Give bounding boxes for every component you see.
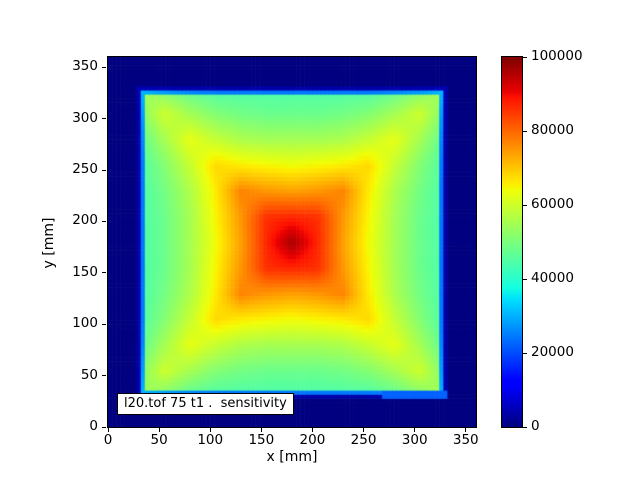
colorbar-tick-mark [523,130,527,132]
colorbar-tick-label: 20000 [531,344,574,360]
x-tick-mark [107,428,109,432]
x-tick-label: 300 [401,432,428,448]
y-tick-label: 350 [72,58,98,75]
x-tick-label: 100 [197,432,224,448]
y-tick-label: 0 [89,418,98,434]
x-tick-label: 0 [103,432,113,448]
colorbar-tick-mark [523,352,527,354]
x-tick-mark [158,428,160,432]
y-tick-mark [102,426,106,428]
x-tick-mark [465,428,467,432]
colorbar-tick-mark [523,56,527,58]
y-tick-label: 50 [80,366,98,383]
y-tick-mark [102,118,106,120]
colorbar-tick-label: 40000 [531,270,574,286]
x-tick-label: 350 [452,432,479,448]
heatmap-canvas [108,57,476,427]
y-tick-mark [102,272,106,274]
x-tick-label: 250 [350,432,377,448]
x-tick-mark [260,428,262,432]
colorbar-tick-mark [523,278,527,280]
y-tick-label: 250 [72,161,98,178]
plot-area [107,56,477,428]
y-tick-mark [102,220,106,222]
x-tick-mark [363,428,365,432]
x-tick-label: 150 [248,432,275,448]
colorbar-frame [501,56,523,428]
x-tick-mark [209,428,211,432]
y-tick-mark [102,169,106,171]
colorbar-tick-mark [523,204,527,206]
x-tick-label: 50 [150,432,168,448]
x-tick-label: 200 [299,432,326,448]
colorbar-canvas [502,57,522,427]
colorbar-tick-mark [523,426,527,428]
colorbar-tick-label: 80000 [531,122,574,138]
y-tick-mark [102,66,106,68]
colorbar-tick-label: 100000 [531,48,583,64]
y-tick-label: 150 [72,263,98,280]
y-tick-label: 200 [72,212,98,229]
y-tick-label: 300 [72,109,98,126]
y-tick-mark [102,323,106,325]
y-tick-label: 100 [72,315,98,332]
y-tick-mark [102,375,106,377]
colorbar-tick-label: 0 [531,418,540,434]
x-axis-label: x [mm] [266,449,318,465]
colorbar-tick-label: 60000 [531,196,574,212]
x-tick-mark [414,428,416,432]
x-tick-mark [311,428,313,432]
annotation-box: l20.tof 75 t1 . sensitivity [117,393,294,415]
